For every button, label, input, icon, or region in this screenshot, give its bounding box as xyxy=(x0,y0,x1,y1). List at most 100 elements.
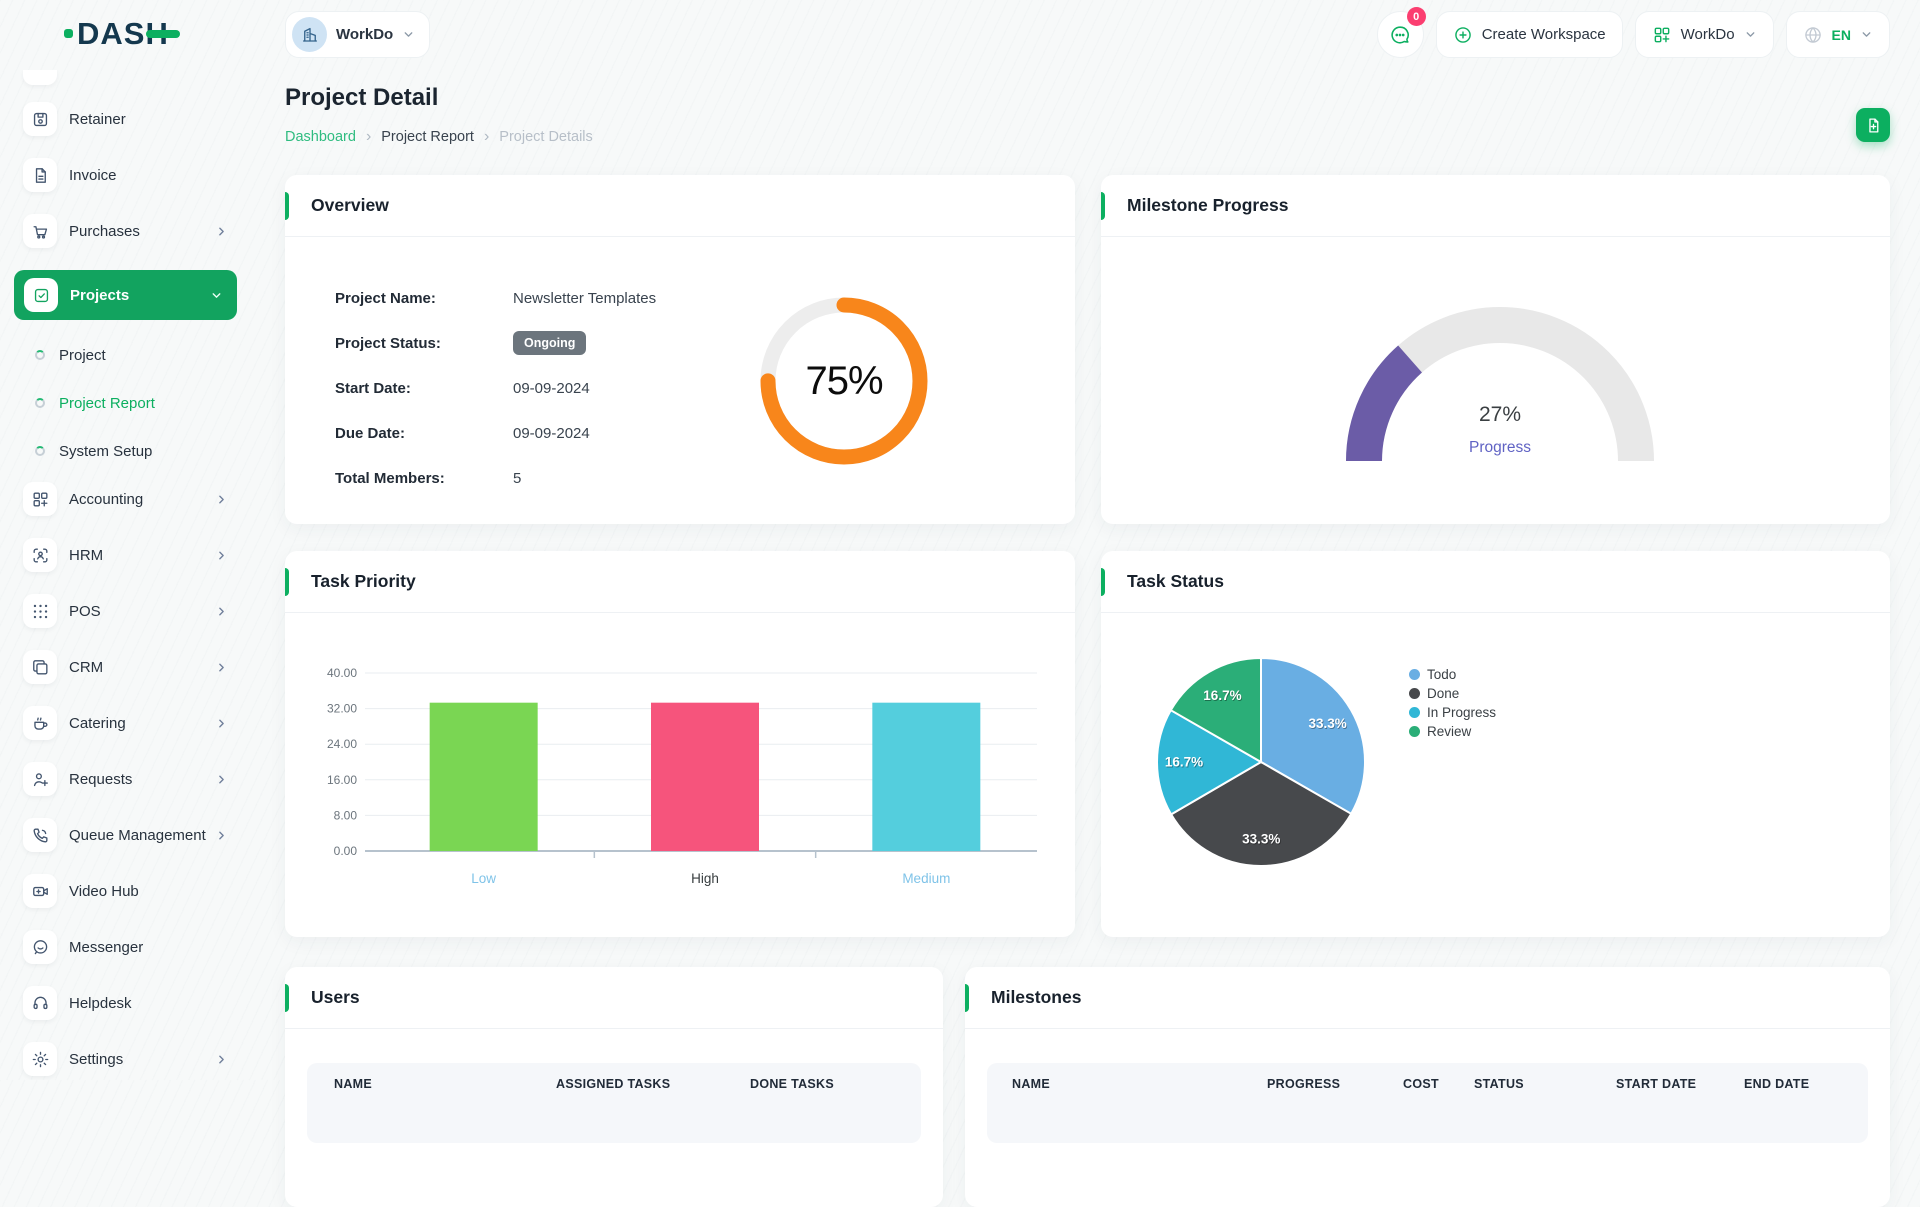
breadcrumb: Dashboard › Project Report › Project Det… xyxy=(285,128,593,146)
grid-plus-icon xyxy=(1652,25,1672,45)
field-value: 09-09-2024 xyxy=(513,424,590,442)
sidebar-item-label: Queue Management xyxy=(69,826,206,844)
svg-text:0.00: 0.00 xyxy=(334,844,358,858)
sidebar-item-projects[interactable]: Projects xyxy=(14,270,237,320)
sidebar-subitem-project[interactable]: Project xyxy=(23,338,250,372)
legend-label: Review xyxy=(1427,724,1472,739)
breadcrumb-project-report[interactable]: Project Report xyxy=(381,129,474,145)
messenger-icon xyxy=(23,930,57,964)
sidebar-item-video-hub[interactable]: Video Hub xyxy=(23,874,232,908)
legend-item-done[interactable]: Done xyxy=(1409,684,1496,703)
card-title: Overview xyxy=(311,195,389,215)
catering-icon xyxy=(23,706,57,740)
card-title: Milestone Progress xyxy=(1127,195,1289,215)
card-title: Task Priority xyxy=(311,571,416,591)
sidebar-item-label: Helpdesk xyxy=(69,994,132,1012)
building-icon xyxy=(302,27,317,42)
sidebar-item-settings[interactable]: Settings xyxy=(23,1042,232,1076)
overview-card-header: Overview xyxy=(285,175,1075,237)
field-value: 09-09-2024 xyxy=(513,379,590,397)
chevron-right-icon xyxy=(215,549,228,562)
svg-text:High: High xyxy=(691,871,719,886)
sidebar-item-label: Video Hub xyxy=(69,882,139,900)
sidebar-item-clipped xyxy=(23,70,57,85)
task-status-card-header: Task Status xyxy=(1101,551,1890,613)
sidebar-item-purchases[interactable]: Purchases xyxy=(23,214,232,248)
task-priority-card-header: Task Priority xyxy=(285,551,1075,613)
crm-icon xyxy=(23,650,57,684)
sidebar-item-pos[interactable]: POS xyxy=(23,594,232,628)
svg-text:Low: Low xyxy=(471,871,496,886)
milestone-progress-gauge xyxy=(1346,307,1654,462)
invoice-icon xyxy=(23,158,57,192)
helpdesk-icon xyxy=(23,986,57,1020)
logo-dot xyxy=(64,29,73,38)
sidebar-item-label: Retainer xyxy=(69,110,126,128)
sidebar-item-label: Purchases xyxy=(69,222,140,240)
overview-field-project-status: Project Status: Ongoing xyxy=(335,331,656,355)
chevron-right-icon xyxy=(215,493,228,506)
chevron-right-icon xyxy=(215,1053,228,1066)
breadcrumb-separator-icon: › xyxy=(483,128,490,145)
retainer-icon xyxy=(23,102,57,136)
sidebar-item-queue-management[interactable]: Queue Management xyxy=(23,818,232,852)
sidebar-item-helpdesk[interactable]: Helpdesk xyxy=(23,986,232,1020)
messages-button[interactable]: 0 xyxy=(1376,7,1426,58)
sidebar-item-label: POS xyxy=(69,602,101,620)
globe-icon xyxy=(1803,25,1823,45)
sidebar-subitem-label: System Setup xyxy=(59,442,153,460)
svg-text:16.7%: 16.7% xyxy=(1204,689,1242,704)
sidebar-item-catering[interactable]: Catering xyxy=(23,706,232,740)
legend-item-review[interactable]: Review xyxy=(1409,722,1496,741)
language-selector[interactable]: EN xyxy=(1785,11,1890,58)
sidebar-item-crm[interactable]: CRM xyxy=(23,650,232,684)
field-value: 5 xyxy=(513,469,522,487)
column-header-status: STATUS xyxy=(1474,1077,1524,1091)
field-label: Total Members: xyxy=(335,469,445,487)
chevron-right-icon xyxy=(215,717,228,730)
sidebar-item-hrm[interactable]: HRM xyxy=(23,538,232,572)
chevron-right-icon xyxy=(215,661,228,674)
task-priority-bar-chart: 0.00 8.00 16.00 24.00 32.00 40.00 Low High Mediu… xyxy=(327,666,1037,886)
sidebar-item-label: Settings xyxy=(69,1050,124,1068)
svg-text:33.3%: 33.3% xyxy=(1308,716,1346,731)
legend-swatch xyxy=(1409,688,1420,699)
sidebar-item-invoice[interactable]: Invoice xyxy=(23,158,232,192)
sidebar-item-accounting[interactable]: Accounting xyxy=(23,482,232,516)
task-status-pie-chart: 33.3%33.3%33.3%33.3%16.7%16.7%16.7%16.7% xyxy=(1156,656,1366,867)
sidebar-item-label: Catering xyxy=(69,714,126,732)
workspace-menu-button[interactable]: WorkDo xyxy=(1634,11,1774,58)
field-label: Start Date: xyxy=(335,379,411,397)
legend-item-in-progress[interactable]: In Progress xyxy=(1409,703,1496,722)
legend-item-todo[interactable]: Todo xyxy=(1409,665,1496,684)
workspace-name: WorkDo xyxy=(336,26,394,43)
sidebar-subitem-label: Project xyxy=(59,346,106,364)
breadcrumb-dashboard[interactable]: Dashboard xyxy=(285,129,356,145)
topbar-actions: 0 Create Workspace WorkDo EN xyxy=(1376,7,1890,58)
sidebar-item-messenger[interactable]: Messenger xyxy=(23,930,232,964)
svg-text:40.00: 40.00 xyxy=(327,666,357,680)
column-header-done-tasks: DONE TASKS xyxy=(750,1077,835,1091)
sidebar-subitem-project-report[interactable]: Project Report xyxy=(23,386,250,420)
users-card: Users NAME ASSIGNED TASKS DONE TASKS xyxy=(285,967,943,1207)
sidebar-subitem-system-setup[interactable]: System Setup xyxy=(23,434,250,468)
chevron-right-icon xyxy=(215,225,228,238)
field-label: Project Status: xyxy=(335,334,441,352)
pos-icon xyxy=(23,594,57,628)
workspace-menu-label: WorkDo xyxy=(1680,26,1735,43)
column-header-name: NAME xyxy=(334,1077,373,1091)
sidebar-item-retainer[interactable]: Retainer xyxy=(23,102,232,136)
column-header-end-date: END DATE xyxy=(1744,1077,1810,1091)
users-table-header-row: NAME ASSIGNED TASKS DONE TASKS xyxy=(307,1063,921,1143)
workspace-avatar xyxy=(292,17,327,52)
breadcrumb-separator-icon: › xyxy=(365,128,372,145)
create-workspace-button[interactable]: Create Workspace xyxy=(1435,11,1623,58)
messages-count-badge: 0 xyxy=(1406,7,1426,26)
sidebar-item-requests[interactable]: Requests xyxy=(23,762,232,796)
sidebar-item-label: CRM xyxy=(69,658,104,676)
export-button[interactable] xyxy=(1856,108,1890,142)
pie-legend: Todo Done In Progress Review xyxy=(1409,665,1496,741)
legend-swatch xyxy=(1409,726,1420,737)
projects-icon xyxy=(24,278,58,312)
workspace-switcher[interactable]: WorkDo xyxy=(285,11,431,58)
